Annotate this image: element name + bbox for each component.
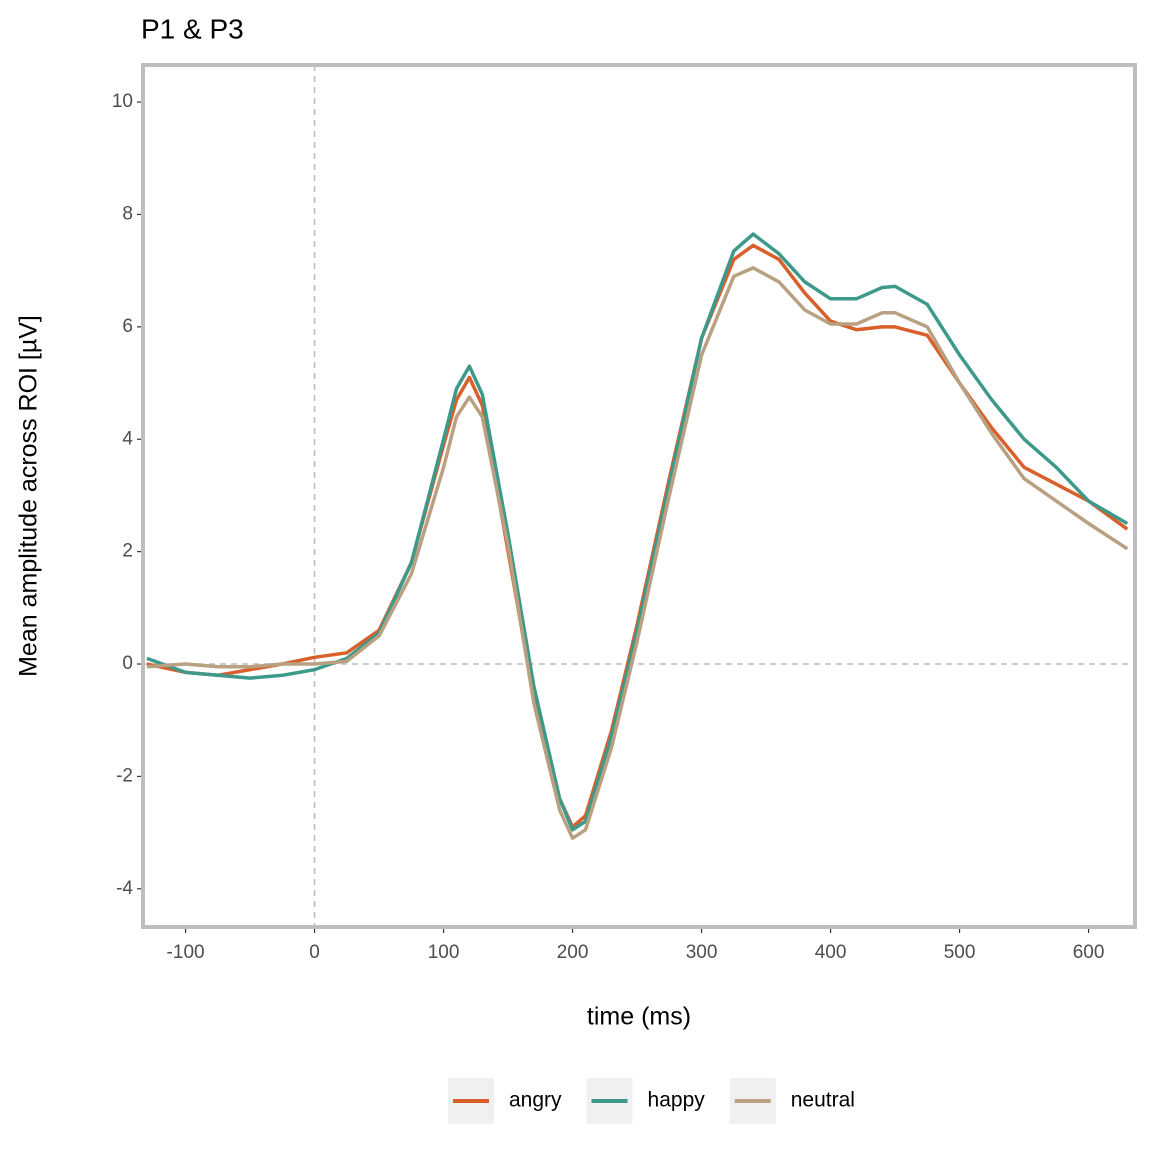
y-axis-title: Mean amplitude across ROI [µV]: [15, 315, 43, 677]
series-line: [146, 243, 1129, 829]
chart-title: P1 & P3: [141, 13, 244, 44]
x-tick-label: 300: [686, 942, 718, 963]
y-tick-label: -4: [116, 878, 133, 899]
panel-border: [141, 63, 1137, 929]
x-tick-label: 0: [309, 942, 320, 963]
y-tick-label: 10: [112, 91, 133, 112]
x-tick-label: 200: [557, 942, 589, 963]
legend-label: neutral: [791, 1089, 855, 1112]
y-tick-label: -2: [116, 765, 133, 786]
y-tick-label: 6: [122, 316, 133, 337]
legend-label: happy: [648, 1089, 706, 1112]
x-tick-label: -100: [167, 942, 205, 963]
x-tick-label: 100: [428, 942, 460, 963]
x-axis-title: time (ms): [587, 1003, 691, 1031]
y-tick-label: 2: [122, 541, 133, 562]
series-line: [146, 232, 1129, 832]
x-tick-label: 400: [815, 942, 847, 963]
legend-label: angry: [509, 1089, 562, 1112]
x-tick-label: 500: [944, 942, 976, 963]
x-tick-label: 600: [1073, 942, 1105, 963]
y-tick-label: 4: [122, 428, 133, 449]
y-tick-label: 0: [122, 653, 133, 674]
y-tick-label: 8: [122, 203, 133, 224]
series-line: [146, 266, 1129, 840]
